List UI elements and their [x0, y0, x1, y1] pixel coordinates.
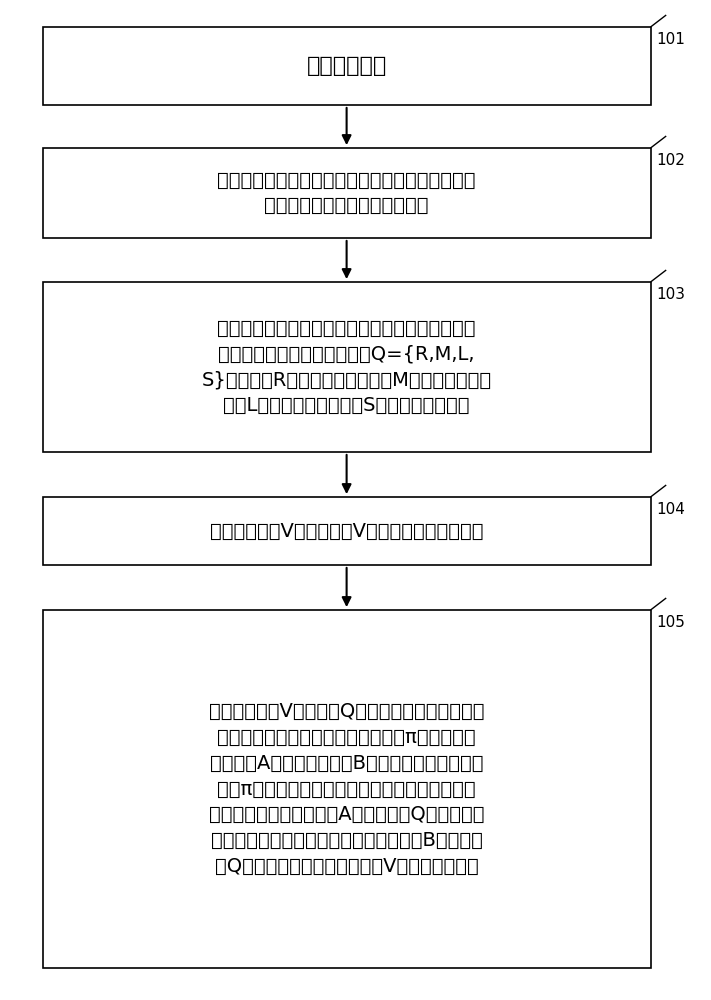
Text: 基于观测集合V和状态量Q，根据预设训练算法训练
隐马尔可夫模型的初始状态概率向量π、状态转移
概率矩阵A、观测概率矩阵B，其中，初始状态概率
向量π表示隐马尔可: 基于观测集合V和状态量Q，根据预设训练算法训练 隐马尔可夫模型的初始状态概率向量… — [209, 702, 484, 876]
FancyBboxPatch shape — [43, 497, 651, 565]
Text: 104: 104 — [656, 502, 685, 517]
Text: 构建观测集合V，观测集合V包括若干参考告警模板: 构建观测集合V，观测集合V包括若干参考告警模板 — [210, 522, 483, 540]
FancyBboxPatch shape — [43, 282, 651, 452]
Text: 根据根因告警模板、次根因告警模板、末端告警模
板、独立告警模板构建状态量Q={R,M,L,
S}，其中，R表示根因告警模板，M表示次根因告警
模、L表示末端告警: 根据根因告警模板、次根因告警模板、末端告警模 板、独立告警模板构建状态量Q={R… — [201, 319, 492, 415]
FancyBboxPatch shape — [43, 27, 651, 105]
Text: 103: 103 — [656, 287, 685, 302]
Text: 101: 101 — [656, 32, 685, 47]
FancyBboxPatch shape — [43, 148, 651, 238]
Text: 获取告警工单: 获取告警工单 — [306, 56, 387, 76]
Text: 根据告警工单确定根因告警模板、次根因告警模板
、末端告警模板、独立告警模板: 根据告警工单确定根因告警模板、次根因告警模板 、末端告警模板、独立告警模板 — [218, 171, 476, 215]
FancyBboxPatch shape — [43, 610, 651, 968]
Text: 105: 105 — [656, 615, 685, 630]
Text: 102: 102 — [656, 153, 685, 168]
